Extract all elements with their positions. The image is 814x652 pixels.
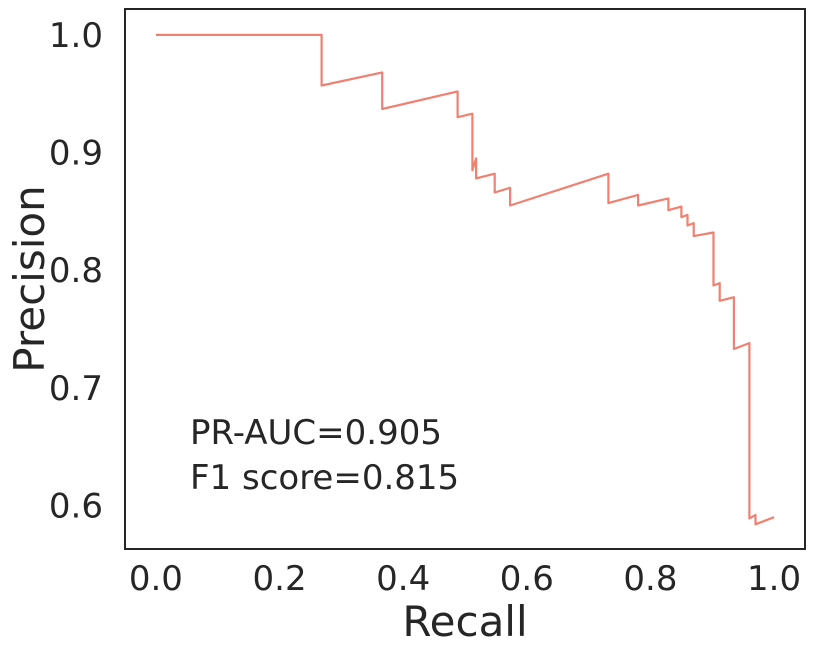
x-tick-label: 0.2: [253, 559, 307, 599]
metric-annotation: F1 score=0.815: [190, 458, 459, 498]
x-tick-label: 0.4: [376, 559, 430, 599]
metric-annotation: PR-AUC=0.905: [190, 413, 442, 453]
y-tick-label: 0.7: [49, 369, 103, 409]
y-tick-label: 0.6: [49, 486, 103, 526]
series-layer: [155, 33, 775, 526]
plot-frame: [124, 8, 806, 550]
y-tick-label: 0.9: [49, 134, 103, 174]
x-tick-label: 1.0: [747, 559, 801, 599]
x-axis-ticks: 0.0 0.2 0.4 0.6 0.8 1.0: [129, 559, 801, 599]
x-tick-label: 0.8: [623, 559, 677, 599]
annotation-layer: PR-AUC=0.905 F1 score=0.815: [190, 413, 459, 498]
y-tick-label: 1.0: [49, 16, 103, 56]
pr-curve-line: [155, 33, 775, 526]
x-tick-label: 0.6: [500, 559, 554, 599]
y-axis-ticks: 0.6 0.7 0.8 0.9 1.0: [49, 16, 103, 527]
x-tick-label: 0.0: [129, 559, 183, 599]
y-axis-title: Precision: [5, 185, 54, 372]
y-tick-label: 0.8: [49, 251, 103, 291]
x-axis-title: Recall: [402, 597, 527, 646]
